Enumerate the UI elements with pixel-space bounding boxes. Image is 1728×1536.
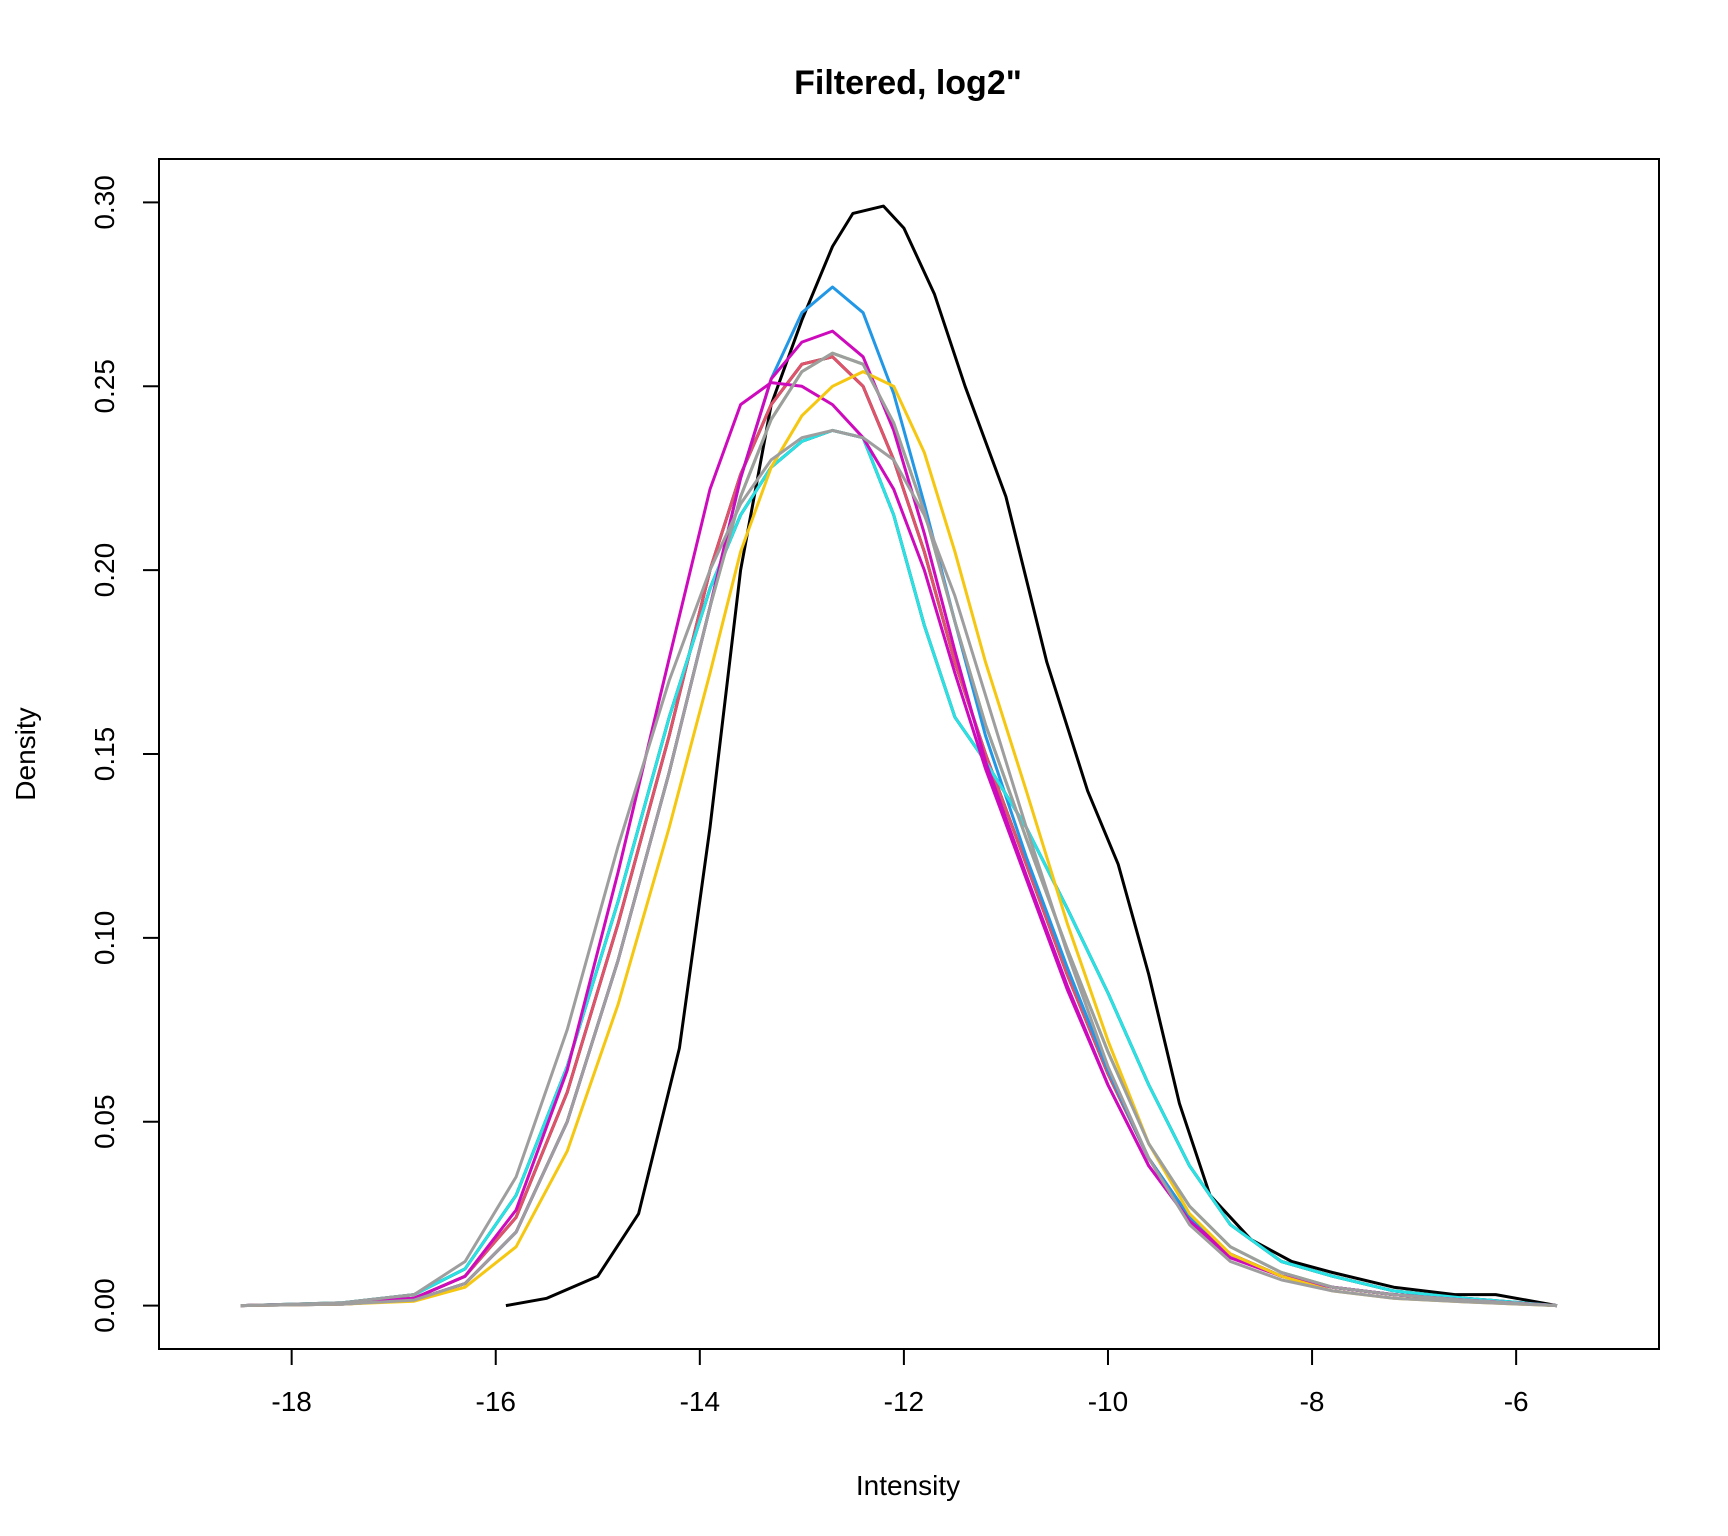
- density-line-1: [505, 204, 1558, 1308]
- y-tick-label: 0.25: [89, 359, 120, 414]
- density-line-5: [240, 351, 1558, 1308]
- density-line-10: [240, 370, 1558, 1308]
- x-tick-label: -12: [884, 1386, 924, 1417]
- x-axis-label: Intensity: [856, 1470, 960, 1501]
- density-line-11: [240, 428, 1558, 1308]
- y-axis: 0.00 0.05 0.10 0.15 0.20 0.25 0.30: [89, 175, 160, 1333]
- x-tick-label: -18: [271, 1386, 311, 1417]
- density-line-2: [240, 428, 1558, 1308]
- chart-title: Filtered, log2": [794, 64, 1022, 102]
- x-tick-label: -6: [1504, 1386, 1529, 1417]
- y-tick-label: 0.10: [89, 911, 120, 966]
- x-tick-label: -14: [680, 1386, 720, 1417]
- density-line-12: [240, 351, 1558, 1308]
- y-tick-label: 0.30: [89, 175, 120, 230]
- y-tick-label: 0.05: [89, 1094, 120, 1149]
- y-axis-label: Density: [10, 707, 41, 800]
- y-tick-label: 0.20: [89, 543, 120, 598]
- series-lines: [240, 204, 1558, 1308]
- x-axis: -18 -16 -14 -12 -10 -8 -6: [271, 1348, 1529, 1417]
- plot-area-frame: [158, 158, 1660, 1350]
- density-line-8: [240, 381, 1558, 1308]
- x-tick-label: -8: [1300, 1386, 1325, 1417]
- density-line-7: [240, 428, 1558, 1308]
- y-tick-label: 0.15: [89, 727, 120, 782]
- x-tick-label: -16: [476, 1386, 516, 1417]
- y-tick-label: 0.00: [89, 1278, 120, 1333]
- x-tick-label: -10: [1088, 1386, 1128, 1417]
